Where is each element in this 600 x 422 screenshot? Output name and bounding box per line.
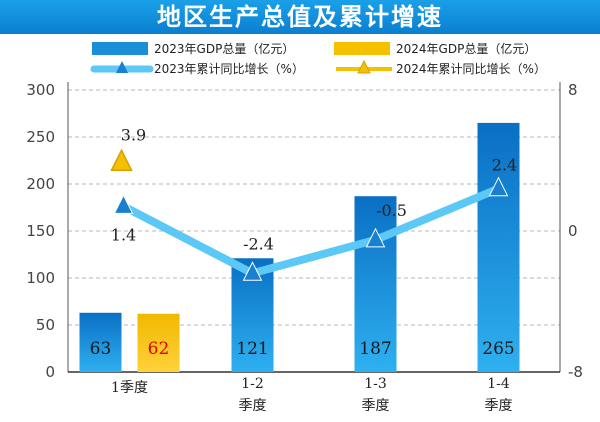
category-label: 季度 <box>485 398 513 414</box>
legend-swatch-gdp-2024 <box>334 42 390 55</box>
category-label: 1季度 <box>111 380 148 396</box>
marker-growth-2023 <box>113 194 134 214</box>
line-label-2023: 2.4 <box>492 156 517 175</box>
legend-label-gdp-2023: 2023年GDP总量（亿元） <box>154 41 294 56</box>
bar-label-2023: 63 <box>90 339 112 359</box>
lines <box>110 148 509 281</box>
left-axis-tick: 200 <box>26 175 55 193</box>
category-label: 季度 <box>239 398 267 414</box>
legend-marker-growth-2024 <box>357 59 371 74</box>
bar-gdp-2023 <box>79 312 122 372</box>
legend: 2023年GDP总量（亿元） 2024年GDP总量（亿元） 2023年累计同比增… <box>90 41 546 76</box>
axes: 0 50 100 150 200 250 300 8 0 -8 1季度 1-2 季度 1-3 季度 1-4 季度 <box>26 81 583 414</box>
left-axis-tick: 150 <box>26 222 55 240</box>
left-axis-tick: 100 <box>26 269 55 287</box>
bar-gdp-2023 <box>477 122 520 373</box>
line-label-2023: -2.4 <box>243 234 274 253</box>
left-axis-tick: 0 <box>45 363 55 381</box>
bar-gdp-2024 <box>137 313 180 372</box>
title-bar <box>0 0 600 34</box>
grid <box>68 89 560 326</box>
category-label: 1-4 <box>487 376 510 392</box>
right-axis-tick: 0 <box>568 222 578 240</box>
legend-label-growth-2024: 2024年累计同比增长（%） <box>396 62 546 76</box>
right-axis-tick: -8 <box>568 363 583 381</box>
line-label-2024: 3.9 <box>121 125 146 144</box>
left-axis-tick: 250 <box>26 128 55 146</box>
category-label: 1-2 <box>241 376 264 392</box>
bar-label-2023: 187 <box>359 339 391 359</box>
category-label: 1-3 <box>364 376 387 392</box>
marker-growth-2024 <box>110 148 133 172</box>
legend-swatch-gdp-2023 <box>92 42 148 55</box>
legend-label-gdp-2024: 2024年GDP总量（亿元） <box>396 41 536 56</box>
bar-gdp-2023 <box>354 196 397 372</box>
category-label: 季度 <box>362 398 390 414</box>
line-label-2023: -0.5 <box>376 201 407 220</box>
marker-growth-2023 <box>242 261 263 281</box>
right-axis-tick: 8 <box>568 81 578 99</box>
marker-growth-2023 <box>365 227 386 248</box>
bar-label-2023: 265 <box>482 339 514 359</box>
bars <box>79 122 520 373</box>
left-axis-tick: 300 <box>26 81 55 99</box>
bar-label-2023: 121 <box>236 339 268 359</box>
labels: 63 121 187 265 62 1.4 -2.4 -0.5 2.4 3.9 <box>90 125 518 359</box>
chart-title: 地区生产总值及累计增速 <box>157 3 443 31</box>
legend-label-growth-2023: 2023年累计同比增长（%） <box>154 62 304 76</box>
legend-marker-growth-2023 <box>116 61 128 73</box>
left-axis-tick: 50 <box>36 316 55 334</box>
bar-label-2024: 62 <box>148 339 170 359</box>
line-growth-2023 <box>119 184 503 278</box>
marker-growth-2023 <box>488 176 509 197</box>
line-label-2023: 1.4 <box>111 225 136 244</box>
